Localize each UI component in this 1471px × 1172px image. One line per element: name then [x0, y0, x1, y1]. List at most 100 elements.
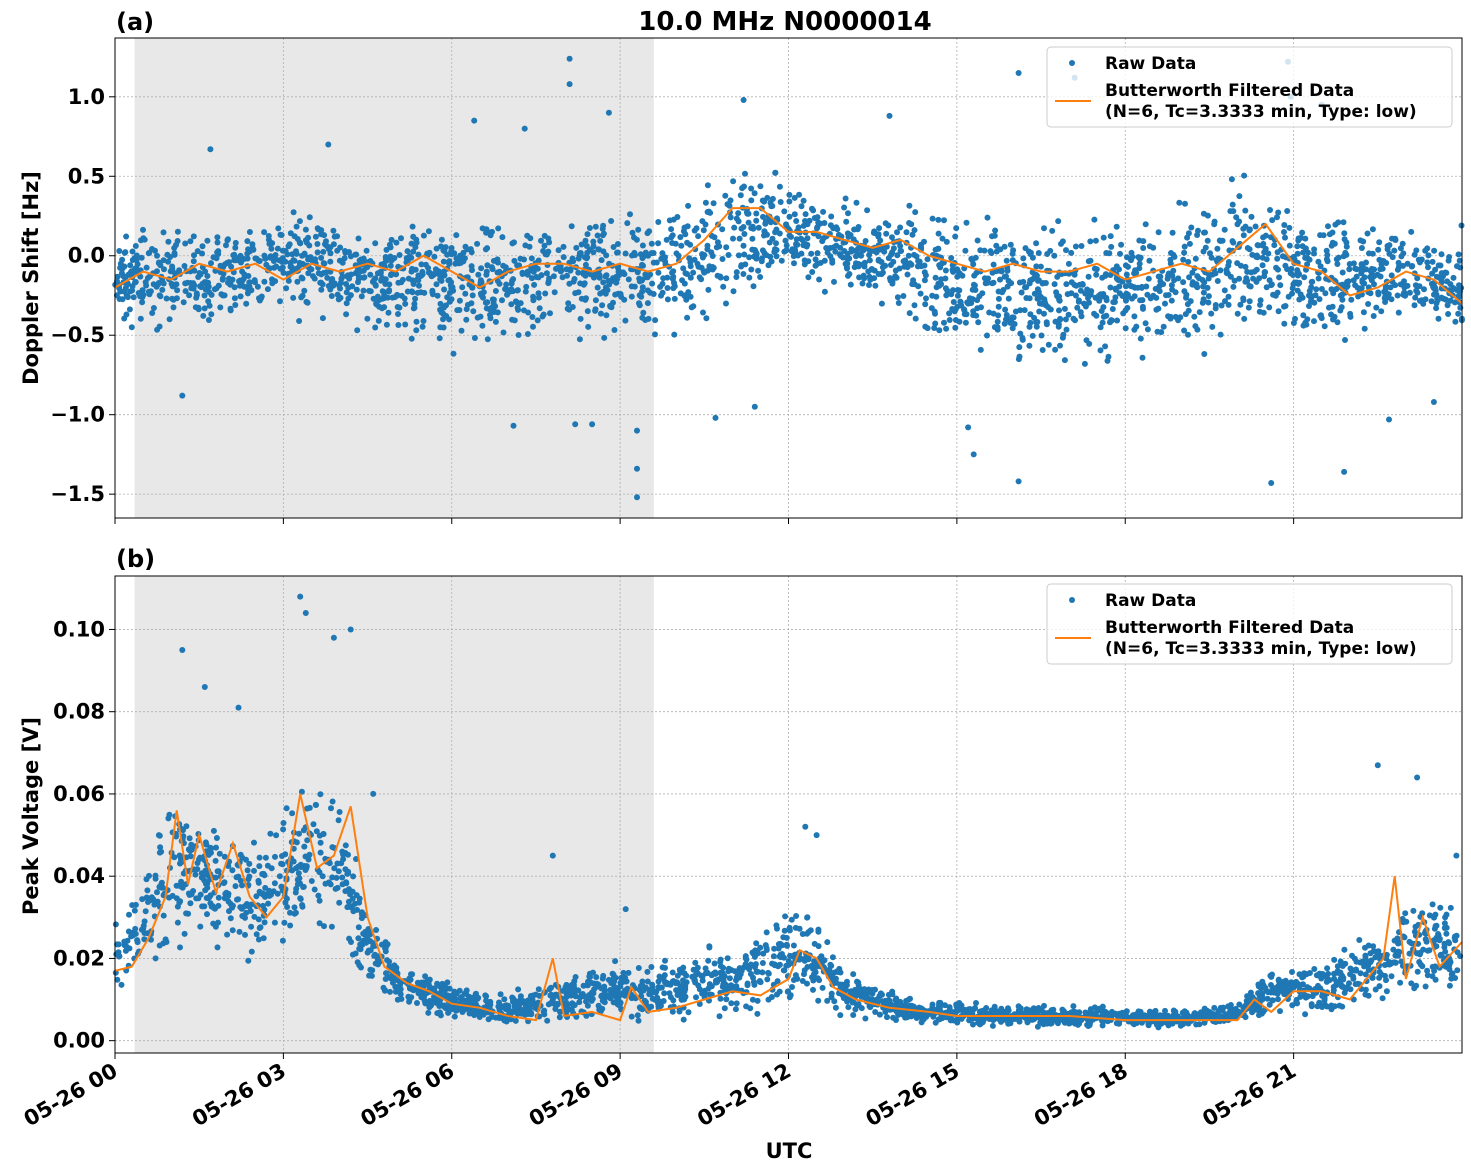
raw-data-point	[1026, 323, 1033, 330]
raw-data-point	[1035, 250, 1042, 256]
raw-data-point	[186, 292, 193, 299]
raw-data-point	[1246, 227, 1253, 234]
raw-data-point	[770, 953, 777, 960]
raw-data-point	[191, 252, 197, 259]
raw-data-point	[1286, 224, 1293, 231]
raw-data-point	[402, 321, 409, 328]
raw-data-point	[1446, 982, 1453, 989]
raw-data-point	[696, 1001, 703, 1007]
raw-data-point	[1180, 279, 1187, 286]
raw-data-point	[1274, 249, 1281, 256]
raw-data-point	[1411, 251, 1418, 258]
raw-data-point	[1018, 289, 1025, 296]
raw-data-point	[393, 239, 400, 246]
raw-data-point	[1346, 266, 1353, 273]
raw-data-point	[1416, 283, 1423, 290]
raw-data-point	[593, 974, 600, 981]
raw-data-point	[375, 317, 382, 324]
raw-data-point	[757, 274, 764, 280]
raw-data-point	[433, 281, 440, 288]
raw-data-point	[511, 317, 518, 324]
raw-data-point	[223, 242, 229, 249]
raw-data-point	[1424, 259, 1431, 266]
raw-data-point	[875, 271, 882, 277]
raw-data-point	[635, 965, 642, 971]
raw-data-point	[313, 828, 320, 835]
raw-data-point	[555, 247, 562, 254]
raw-data-point	[774, 978, 781, 985]
raw-data-point	[237, 293, 244, 300]
raw-data-point	[798, 203, 805, 210]
raw-data-point	[950, 299, 957, 305]
raw-data-point	[760, 213, 766, 220]
raw-data-point	[260, 902, 266, 909]
raw-data-point	[494, 278, 501, 284]
raw-data-point	[998, 1005, 1005, 1012]
raw-data-point	[337, 279, 344, 286]
raw-data-point	[1097, 291, 1104, 298]
raw-data-point	[759, 960, 766, 966]
raw-data-point	[995, 303, 1002, 310]
raw-data-point	[597, 237, 604, 244]
raw-data-point	[669, 240, 676, 246]
raw-data-point	[634, 1012, 641, 1019]
raw-data-point	[1102, 343, 1109, 350]
raw-data-point	[1158, 329, 1165, 336]
raw-data-point	[541, 1007, 548, 1014]
raw-data-point	[1365, 301, 1372, 307]
raw-data-point	[1269, 217, 1276, 224]
raw-data-point	[1236, 275, 1243, 282]
raw-data-point	[1275, 209, 1282, 216]
raw-data-point	[441, 286, 448, 293]
raw-data-point	[847, 281, 854, 288]
raw-data-point	[814, 250, 821, 257]
raw-data-point	[760, 950, 767, 957]
raw-data-point	[414, 289, 421, 296]
raw-data-point	[1042, 280, 1049, 286]
raw-data-point	[1263, 284, 1270, 291]
raw-data-point	[572, 421, 579, 428]
raw-data-point	[293, 223, 300, 230]
raw-data-point	[339, 874, 346, 881]
raw-data-point	[387, 262, 394, 269]
raw-data-point	[644, 300, 651, 307]
raw-data-point	[1038, 332, 1045, 339]
raw-data-point	[199, 243, 206, 250]
raw-data-point	[976, 1021, 983, 1028]
raw-data-point	[1343, 243, 1350, 250]
raw-data-point	[1184, 301, 1191, 308]
raw-data-point	[1118, 241, 1125, 248]
raw-data-point	[889, 280, 896, 287]
raw-data-point	[906, 310, 913, 317]
raw-data-point	[810, 977, 817, 984]
raw-data-point	[866, 282, 872, 288]
raw-data-point	[645, 270, 652, 277]
raw-data-point	[1268, 982, 1274, 988]
raw-data-point	[984, 279, 991, 286]
raw-data-point	[425, 265, 432, 271]
raw-data-point	[409, 265, 416, 272]
raw-data-point	[1085, 258, 1092, 265]
raw-data-point	[759, 969, 766, 976]
raw-data-point	[384, 294, 391, 301]
raw-data-point	[936, 327, 943, 334]
raw-data-point	[510, 996, 516, 1003]
raw-data-point	[741, 231, 748, 237]
raw-data-point	[952, 324, 959, 331]
raw-data-point	[1207, 250, 1213, 257]
raw-data-point	[719, 226, 726, 233]
raw-data-point	[1395, 259, 1402, 266]
raw-data-point	[673, 987, 680, 994]
raw-data-point	[848, 248, 855, 255]
raw-data-point	[592, 223, 599, 230]
raw-data-point	[889, 234, 895, 241]
raw-data-point	[279, 937, 286, 944]
raw-data-point	[541, 242, 548, 249]
raw-data-point	[203, 841, 210, 848]
raw-data-point	[1106, 250, 1113, 257]
raw-data-point	[866, 257, 873, 264]
raw-data-point	[511, 257, 518, 264]
raw-data-point	[943, 325, 950, 332]
raw-data-point	[310, 821, 317, 828]
raw-data-point	[678, 242, 685, 249]
